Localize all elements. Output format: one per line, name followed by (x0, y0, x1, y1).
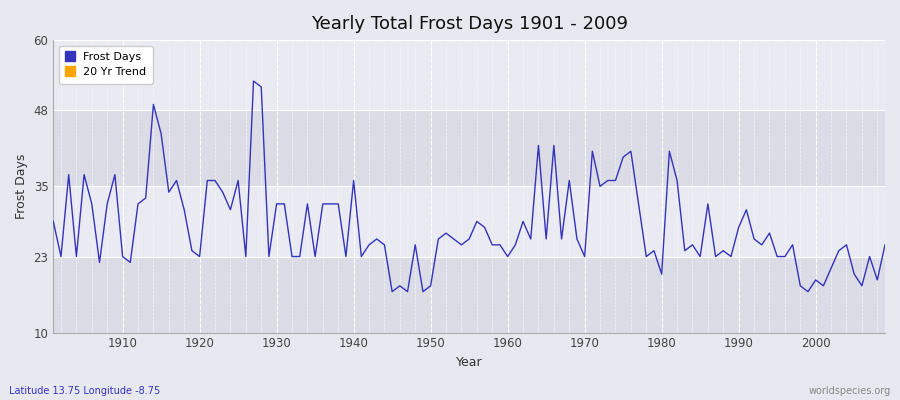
Text: worldspecies.org: worldspecies.org (809, 386, 891, 396)
Bar (53, 40, 885, 110)
Text: Latitude 13.75 Longitude -8.75: Latitude 13.75 Longitude -8.75 (9, 386, 160, 396)
Bar (53, 186, 885, 256)
X-axis label: Year: Year (455, 356, 482, 369)
Bar (53, 256, 885, 332)
Title: Yearly Total Frost Days 1901 - 2009: Yearly Total Frost Days 1901 - 2009 (310, 15, 627, 33)
Bar (53, 110, 885, 186)
Y-axis label: Frost Days: Frost Days (15, 154, 28, 219)
Legend: Frost Days, 20 Yr Trend: Frost Days, 20 Yr Trend (58, 46, 153, 84)
